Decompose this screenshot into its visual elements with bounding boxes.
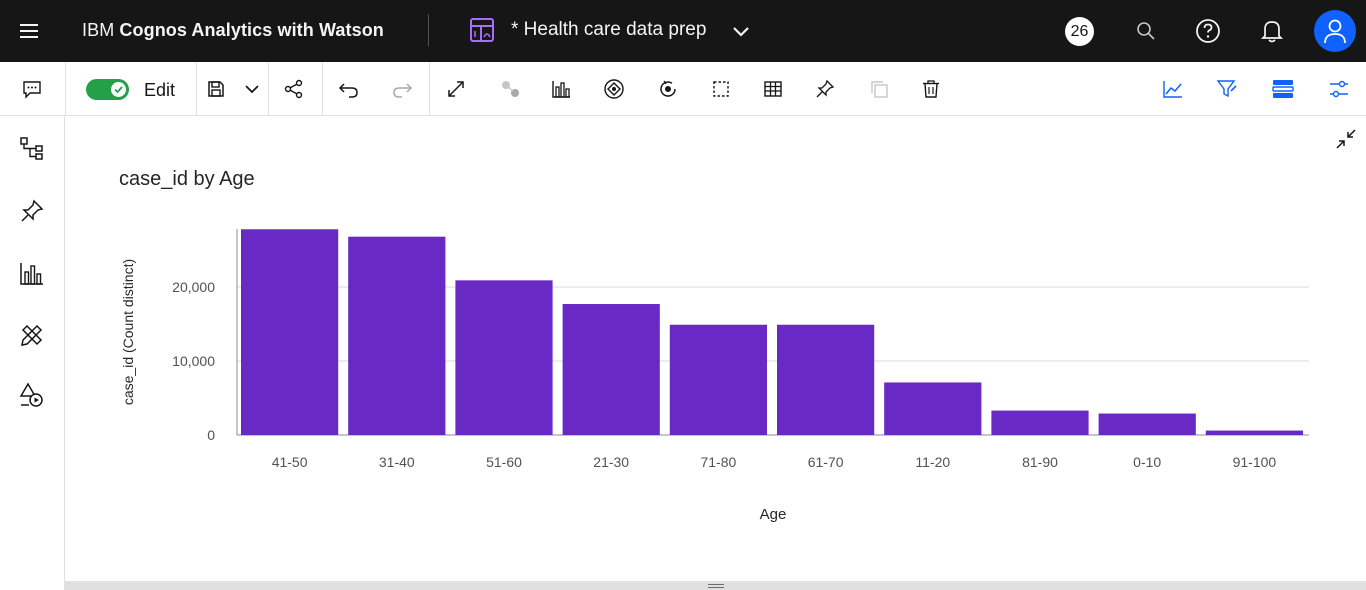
pin-icon[interactable]: [812, 76, 838, 102]
edit-toolbar: Edit: [0, 62, 1366, 116]
panel-resize-handle[interactable]: [65, 581, 1366, 590]
top-header-bar: IBM Cognos Analytics with Watson * Healt…: [0, 0, 1366, 62]
x-tick-label: 51-60: [486, 454, 522, 470]
animation-icon[interactable]: [655, 76, 681, 102]
x-tick-label: 91-100: [1233, 454, 1277, 470]
edit-mode-toggle[interactable]: [86, 79, 129, 100]
brand-name: Cognos Analytics with Watson: [119, 20, 384, 40]
trend-chart-icon[interactable]: [1160, 76, 1186, 102]
x-axis-title: Age: [760, 506, 787, 523]
collapse-icon[interactable]: [1333, 126, 1359, 152]
chevron-down-icon[interactable]: [730, 20, 752, 47]
delete-trash-icon[interactable]: [918, 76, 944, 102]
data-tree-icon[interactable]: [17, 134, 47, 164]
insights-icon[interactable]: [601, 76, 627, 102]
comment-icon[interactable]: [19, 76, 45, 102]
edit-tools-icon[interactable]: [17, 320, 47, 350]
connect-icon[interactable]: [497, 76, 523, 102]
user-avatar-icon[interactable]: [1314, 10, 1356, 52]
save-options-chevron-icon[interactable]: [239, 76, 265, 102]
report-dashboard-icon: [469, 17, 495, 48]
save-icon[interactable]: [203, 76, 229, 102]
x-tick-label: 11-20: [915, 454, 950, 470]
x-tick-label: 71-80: [700, 454, 736, 470]
x-tick-label: 41-50: [272, 454, 308, 470]
bar-chart-icon[interactable]: [548, 76, 574, 102]
toolbar-separator: [268, 62, 269, 116]
header-divider: [428, 14, 429, 46]
edit-mode-label: Edit: [144, 80, 176, 100]
bar[interactable]: [348, 236, 446, 435]
y-tick-label: 10,000: [172, 353, 215, 369]
toolbar-separator: [429, 62, 430, 116]
x-tick-label: 0-10: [1133, 454, 1161, 470]
x-tick-label: 81-90: [1022, 454, 1058, 470]
search-icon[interactable]: [1130, 15, 1162, 47]
brand-prefix: IBM: [82, 20, 120, 40]
duplicate-icon[interactable]: [866, 76, 892, 102]
visualizations-icon[interactable]: [17, 259, 47, 289]
shapes-media-icon[interactable]: [17, 380, 47, 410]
product-name: IBM Cognos Analytics with Watson: [82, 20, 384, 41]
data-panel-icon[interactable]: [1270, 76, 1296, 102]
report-title[interactable]: * Health care data prep: [511, 19, 707, 40]
x-tick-label: 21-30: [593, 454, 629, 470]
bar[interactable]: [241, 229, 339, 435]
filter-icon[interactable]: [1214, 76, 1240, 102]
toolbar-separator: [322, 62, 323, 116]
dashboard-canvas: case_id by Age 0 10,000 20,000 41-50 31-40 51…: [65, 116, 1366, 581]
table-icon[interactable]: [760, 76, 786, 102]
bar[interactable]: [991, 410, 1089, 435]
notification-count-badge[interactable]: 26: [1065, 17, 1094, 46]
y-tick-label: 20,000: [172, 279, 215, 295]
x-tick-label: 61-70: [808, 454, 844, 470]
undo-icon[interactable]: [336, 76, 362, 102]
toolbar-separator: [65, 62, 66, 116]
bar[interactable]: [455, 280, 553, 435]
y-tick-label: 0: [207, 427, 215, 443]
toolbar-separator: [196, 62, 197, 116]
bar[interactable]: [669, 324, 767, 435]
y-axis-title: case_id (Count distinct): [120, 259, 136, 405]
bar[interactable]: [777, 324, 875, 435]
help-icon[interactable]: [1192, 15, 1224, 47]
select-area-icon[interactable]: [708, 76, 734, 102]
left-side-rail: [0, 116, 65, 590]
chart-title: case_id by Age: [119, 168, 255, 190]
redo-icon[interactable]: [389, 76, 415, 102]
bar[interactable]: [562, 304, 660, 435]
bar[interactable]: [1205, 430, 1303, 435]
notification-bell-icon[interactable]: [1256, 15, 1288, 47]
pin-icon[interactable]: [17, 196, 47, 226]
x-tick-label: 31-40: [379, 454, 415, 470]
share-icon[interactable]: [281, 76, 307, 102]
maximize-icon[interactable]: [443, 76, 469, 102]
grip-icon: [708, 584, 724, 588]
hamburger-menu-icon[interactable]: [12, 15, 46, 47]
bar-chart: 0 10,000 20,000 41-50 31-40 51-60 21-30 71-80 61…: [120, 229, 1309, 523]
properties-sliders-icon[interactable]: [1326, 76, 1352, 102]
bar[interactable]: [884, 382, 982, 435]
checkmark-icon: [111, 82, 126, 97]
bar[interactable]: [1098, 413, 1196, 435]
